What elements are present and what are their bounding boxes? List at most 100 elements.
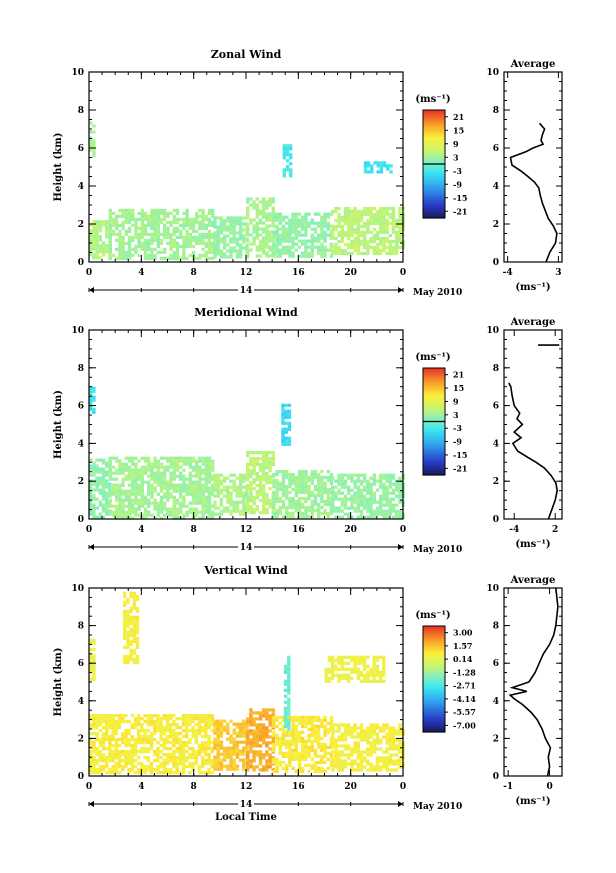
heatmap-cell [130, 753, 134, 757]
heatmap-cell [101, 250, 106, 254]
heatmap-cell [207, 741, 211, 745]
heatmap-cell [179, 223, 183, 227]
heatmap-cell [252, 768, 256, 772]
heatmap-cell [181, 753, 186, 757]
heatmap-cell [334, 494, 338, 498]
heatmap-cell [124, 456, 128, 460]
heatmap-cell [126, 600, 130, 604]
colorbar-tick-label: 9 [453, 139, 459, 149]
heatmap-cell [285, 248, 289, 252]
heatmap-cell [343, 218, 348, 223]
x-tick-label: 0 [400, 782, 406, 792]
heatmap-cell [282, 147, 286, 151]
heatmap-cell [172, 744, 176, 748]
heatmap-cell [272, 721, 276, 725]
heatmap-cell [150, 477, 154, 481]
heatmap-cell [340, 236, 344, 241]
heatmap-cell [143, 244, 148, 248]
heatmap-cell [185, 483, 189, 487]
heatmap-cell [388, 753, 392, 757]
heatmap-cells [89, 591, 405, 775]
heatmap-cell [108, 482, 112, 486]
heatmap-cell [108, 223, 112, 227]
heatmap-cell [134, 489, 138, 493]
colorbar-segment [423, 157, 445, 160]
heatmap-cell [301, 239, 305, 243]
heatmap-cell [372, 765, 376, 769]
heatmap-cell [395, 744, 399, 748]
heatmap-cell [216, 237, 220, 241]
heatmap-cell [391, 221, 396, 226]
heatmap-cell [283, 670, 288, 674]
heatmap-cell [101, 738, 106, 742]
heatmap-cell [175, 474, 180, 478]
heatmap-cell [369, 726, 373, 730]
heatmap-cell [343, 512, 348, 516]
heatmap-cell [334, 248, 338, 253]
heatmap-cell [331, 735, 335, 739]
heatmap-cell [156, 232, 160, 236]
heatmap-cell [201, 232, 205, 236]
heatmap-cell [278, 239, 282, 243]
heatmap-cell [379, 765, 383, 769]
heatmap-cell [356, 242, 360, 247]
heatmap-cell [124, 759, 128, 763]
heatmap-cell [265, 714, 269, 718]
heatmap-cell [391, 726, 396, 730]
heatmap-cell [294, 748, 298, 752]
heatmap-cell [153, 501, 157, 505]
heatmap-cell [258, 475, 263, 479]
heatmap-cell [359, 768, 364, 772]
heatmap-cell [118, 516, 122, 520]
heatmap-cell [210, 714, 214, 718]
heatmap-cell [204, 732, 208, 736]
heatmap-cell [182, 238, 186, 242]
colorbar-segment [423, 201, 445, 204]
heatmap-cell [372, 509, 376, 513]
heatmap-cell [181, 744, 186, 748]
heatmap-cell [175, 256, 180, 260]
heatmap-cell [126, 645, 130, 649]
heatmap-cell [362, 679, 367, 683]
heatmap-cell [169, 211, 173, 215]
colorbar-segment [423, 142, 445, 145]
heatmap-cell [288, 745, 292, 749]
heatmap-cell [229, 249, 233, 253]
heatmap-cell [175, 241, 180, 245]
heatmap-cell [140, 489, 144, 493]
heatmap-cell [331, 759, 335, 763]
heatmap-cell [343, 726, 348, 730]
heatmap-cell [92, 395, 96, 399]
heatmap-cell [353, 667, 357, 671]
heatmap-cell [271, 209, 275, 213]
heatmap-cell [395, 738, 399, 742]
heatmap-cell [301, 505, 305, 510]
heatmap-cell [249, 499, 253, 503]
heatmap-cell [207, 474, 212, 478]
heatmap-cell [166, 498, 170, 502]
heatmap-cell [242, 752, 246, 756]
heatmap-cell [127, 229, 132, 233]
heatmap-cell [285, 251, 289, 255]
heatmap-cell [398, 488, 402, 492]
day-bar-arrow-right [398, 801, 403, 807]
heatmap-cell [232, 216, 236, 220]
heatmap-cell [297, 718, 302, 722]
heatmap-cell [156, 238, 160, 242]
heatmap-cell [232, 746, 236, 750]
heatmap-cell [132, 633, 136, 637]
heatmap-cell [133, 720, 138, 724]
heatmap-cell [255, 254, 259, 258]
heatmap-cell [150, 214, 154, 218]
heatmap-cell [294, 215, 298, 219]
heatmap-cell [216, 740, 220, 744]
heatmap-cell [188, 489, 192, 493]
heatmap-cell [323, 769, 327, 773]
heatmap-cell [242, 485, 246, 489]
heatmap-cell [162, 768, 166, 772]
heatmap-cell [121, 759, 125, 763]
heatmap-cell [343, 723, 348, 727]
heatmap-cell [359, 497, 364, 501]
heatmap-cell [249, 242, 253, 246]
heatmap-cell [258, 750, 263, 754]
